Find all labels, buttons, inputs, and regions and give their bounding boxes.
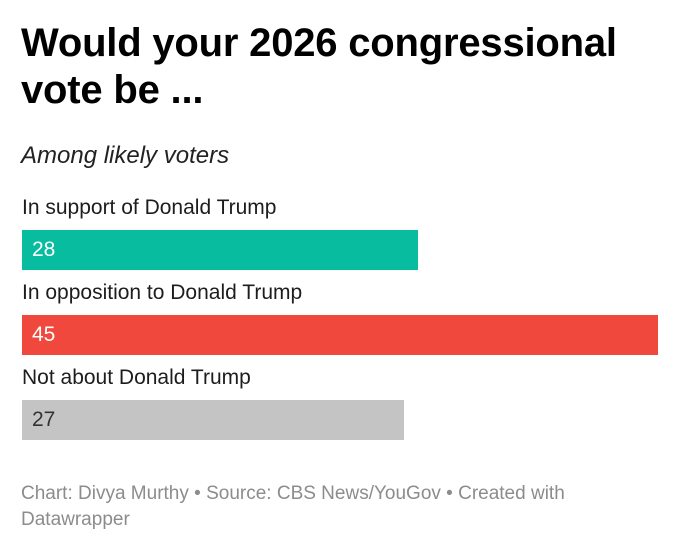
bar-value-label: 45 (32, 323, 56, 346)
bar: 28 (22, 230, 418, 270)
chart-footer: Chart: Divya Murthy • Source: CBS News/Y… (21, 483, 565, 530)
bar: 45 (22, 315, 658, 355)
bar: 27 (22, 400, 404, 440)
category-label: In opposition to Donald Trump (22, 281, 303, 304)
category-label: Not about Donald Trump (22, 366, 251, 389)
chart-subtitle: Among likely voters (21, 142, 230, 169)
category-label: In support of Donald Trump (22, 196, 277, 219)
bar-value-label: 27 (32, 408, 56, 431)
chart-title: Would your 2026 congressional vote be ..… (21, 21, 617, 112)
bar-value-label: 28 (32, 238, 56, 261)
bar-chart: In support of Donald Trump 28 In oppositio… (22, 0, 658, 554)
